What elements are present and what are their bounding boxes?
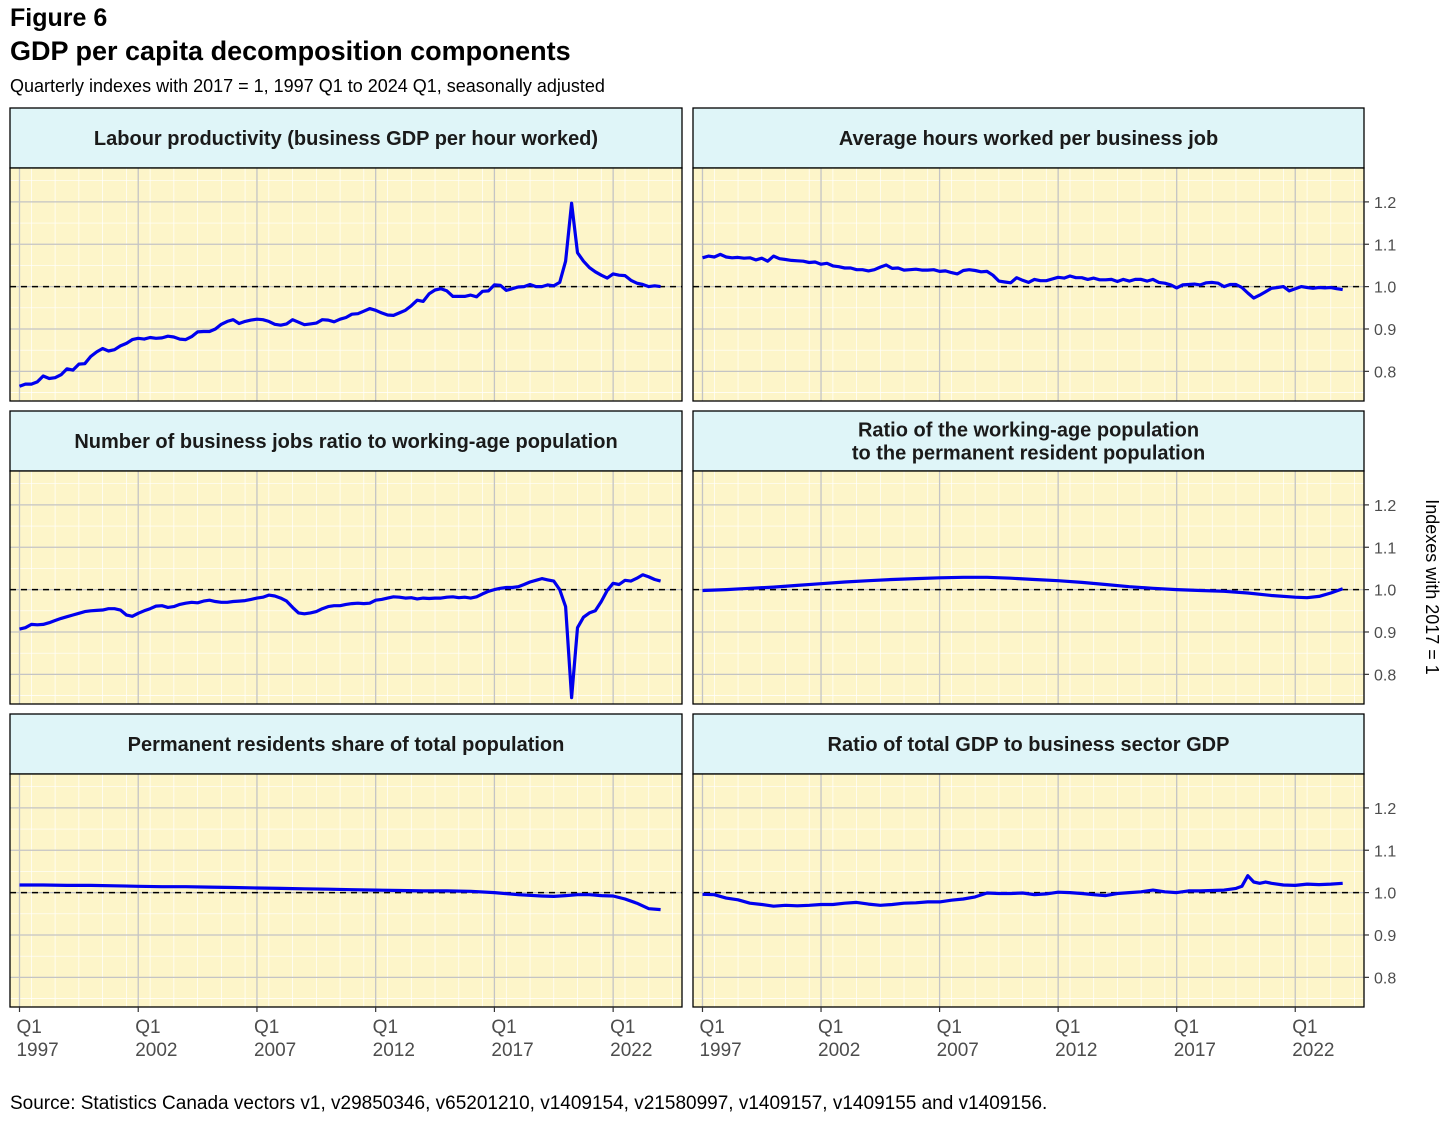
panel-title: Ratio of total GDP to business sector GD… [828, 734, 1230, 756]
panel-background [693, 774, 1364, 1007]
x-tick-label: Q1 [254, 1017, 279, 1038]
panel-strip [692, 410, 1365, 472]
y-tick-label: 1.2 [1374, 195, 1396, 212]
panel-background [10, 471, 682, 704]
x-tick-label: 2002 [135, 1040, 177, 1061]
x-tick-label: 2007 [937, 1040, 979, 1061]
panel-strip [9, 410, 683, 472]
x-tick-label: 2007 [254, 1040, 296, 1061]
series-line [19, 573, 662, 700]
y-tick-label: 0.8 [1374, 364, 1396, 381]
y-tick-label: 1.0 [1374, 280, 1396, 297]
series-line [702, 252, 1343, 300]
y-tick-label: 1.2 [1374, 498, 1396, 515]
panel-border [9, 773, 683, 1008]
y-tick-label: 0.9 [1374, 322, 1396, 339]
x-tick-label: Q1 [1055, 1017, 1080, 1038]
panel-title: Ratio of the working-age population [858, 420, 1199, 442]
y-tick-label: 0.9 [1374, 625, 1396, 642]
x-tick-label: Q1 [491, 1017, 516, 1038]
y-tick-label: 0.8 [1374, 970, 1396, 987]
y-tick-label: 1.1 [1374, 843, 1396, 860]
panel-strip [9, 713, 683, 775]
panel-strip [692, 713, 1365, 775]
x-tick-label: Q1 [818, 1017, 843, 1038]
figure-subtitle: Quarterly indexes with 2017 = 1, 1997 Q1… [10, 76, 605, 96]
x-tick-label: 2002 [818, 1040, 860, 1061]
panel-title: Average hours worked per business job [839, 128, 1218, 150]
x-tick-label: Q1 [699, 1017, 724, 1038]
panel-border [692, 773, 1365, 1008]
panel-border [9, 470, 683, 705]
x-tick-label: 2012 [373, 1040, 415, 1061]
x-tick-label: Q1 [1292, 1017, 1317, 1038]
panel-background [693, 168, 1364, 401]
panel-background [693, 471, 1364, 704]
x-tick-label: 2022 [1292, 1040, 1334, 1061]
series-line [18, 201, 661, 388]
x-tick-label: 1997 [16, 1040, 58, 1061]
panel-strip [9, 107, 683, 169]
panel-border [692, 167, 1365, 402]
figure-label: Figure 6 [10, 4, 108, 32]
x-tick-label: 1997 [699, 1040, 741, 1061]
y-tick-label: 1.1 [1374, 540, 1396, 557]
y-tick-label: 0.8 [1374, 667, 1396, 684]
x-tick-label: Q1 [610, 1017, 635, 1038]
x-tick-label: 2012 [1055, 1040, 1097, 1061]
series-line [19, 883, 661, 912]
y-axis-title: Indexes with 2017 = 1 [1422, 499, 1442, 675]
y-tick-label: 0.9 [1374, 928, 1396, 945]
x-tick-label: Q1 [135, 1017, 160, 1038]
panel-title: Labour productivity (business GDP per ho… [94, 128, 598, 150]
x-tick-label: Q1 [937, 1017, 962, 1038]
x-tick-label: Q1 [1174, 1017, 1199, 1038]
x-tick-label: 2017 [491, 1040, 533, 1061]
y-tick-label: 1.0 [1374, 886, 1396, 903]
panel-border [9, 167, 683, 402]
y-tick-label: 1.2 [1374, 801, 1396, 818]
source-note: Source: Statistics Canada vectors v1, v2… [10, 1093, 1048, 1114]
y-tick-label: 1.1 [1374, 237, 1396, 254]
panel-title: Permanent residents share of total popul… [128, 734, 565, 756]
x-tick-label: Q1 [16, 1017, 41, 1038]
x-tick-label: 2022 [610, 1040, 652, 1061]
x-tick-label: 2017 [1174, 1040, 1216, 1061]
panel-title: Number of business jobs ratio to working… [74, 431, 617, 453]
panel-title: to the permanent resident population [852, 443, 1205, 465]
figure-title: GDP per capita decomposition components [10, 36, 571, 66]
panel-background [10, 168, 682, 401]
series-line [702, 575, 1344, 600]
series-line [702, 874, 1343, 908]
panel-border [692, 470, 1365, 705]
x-tick-label: Q1 [373, 1017, 398, 1038]
y-tick-label: 1.0 [1374, 583, 1396, 600]
